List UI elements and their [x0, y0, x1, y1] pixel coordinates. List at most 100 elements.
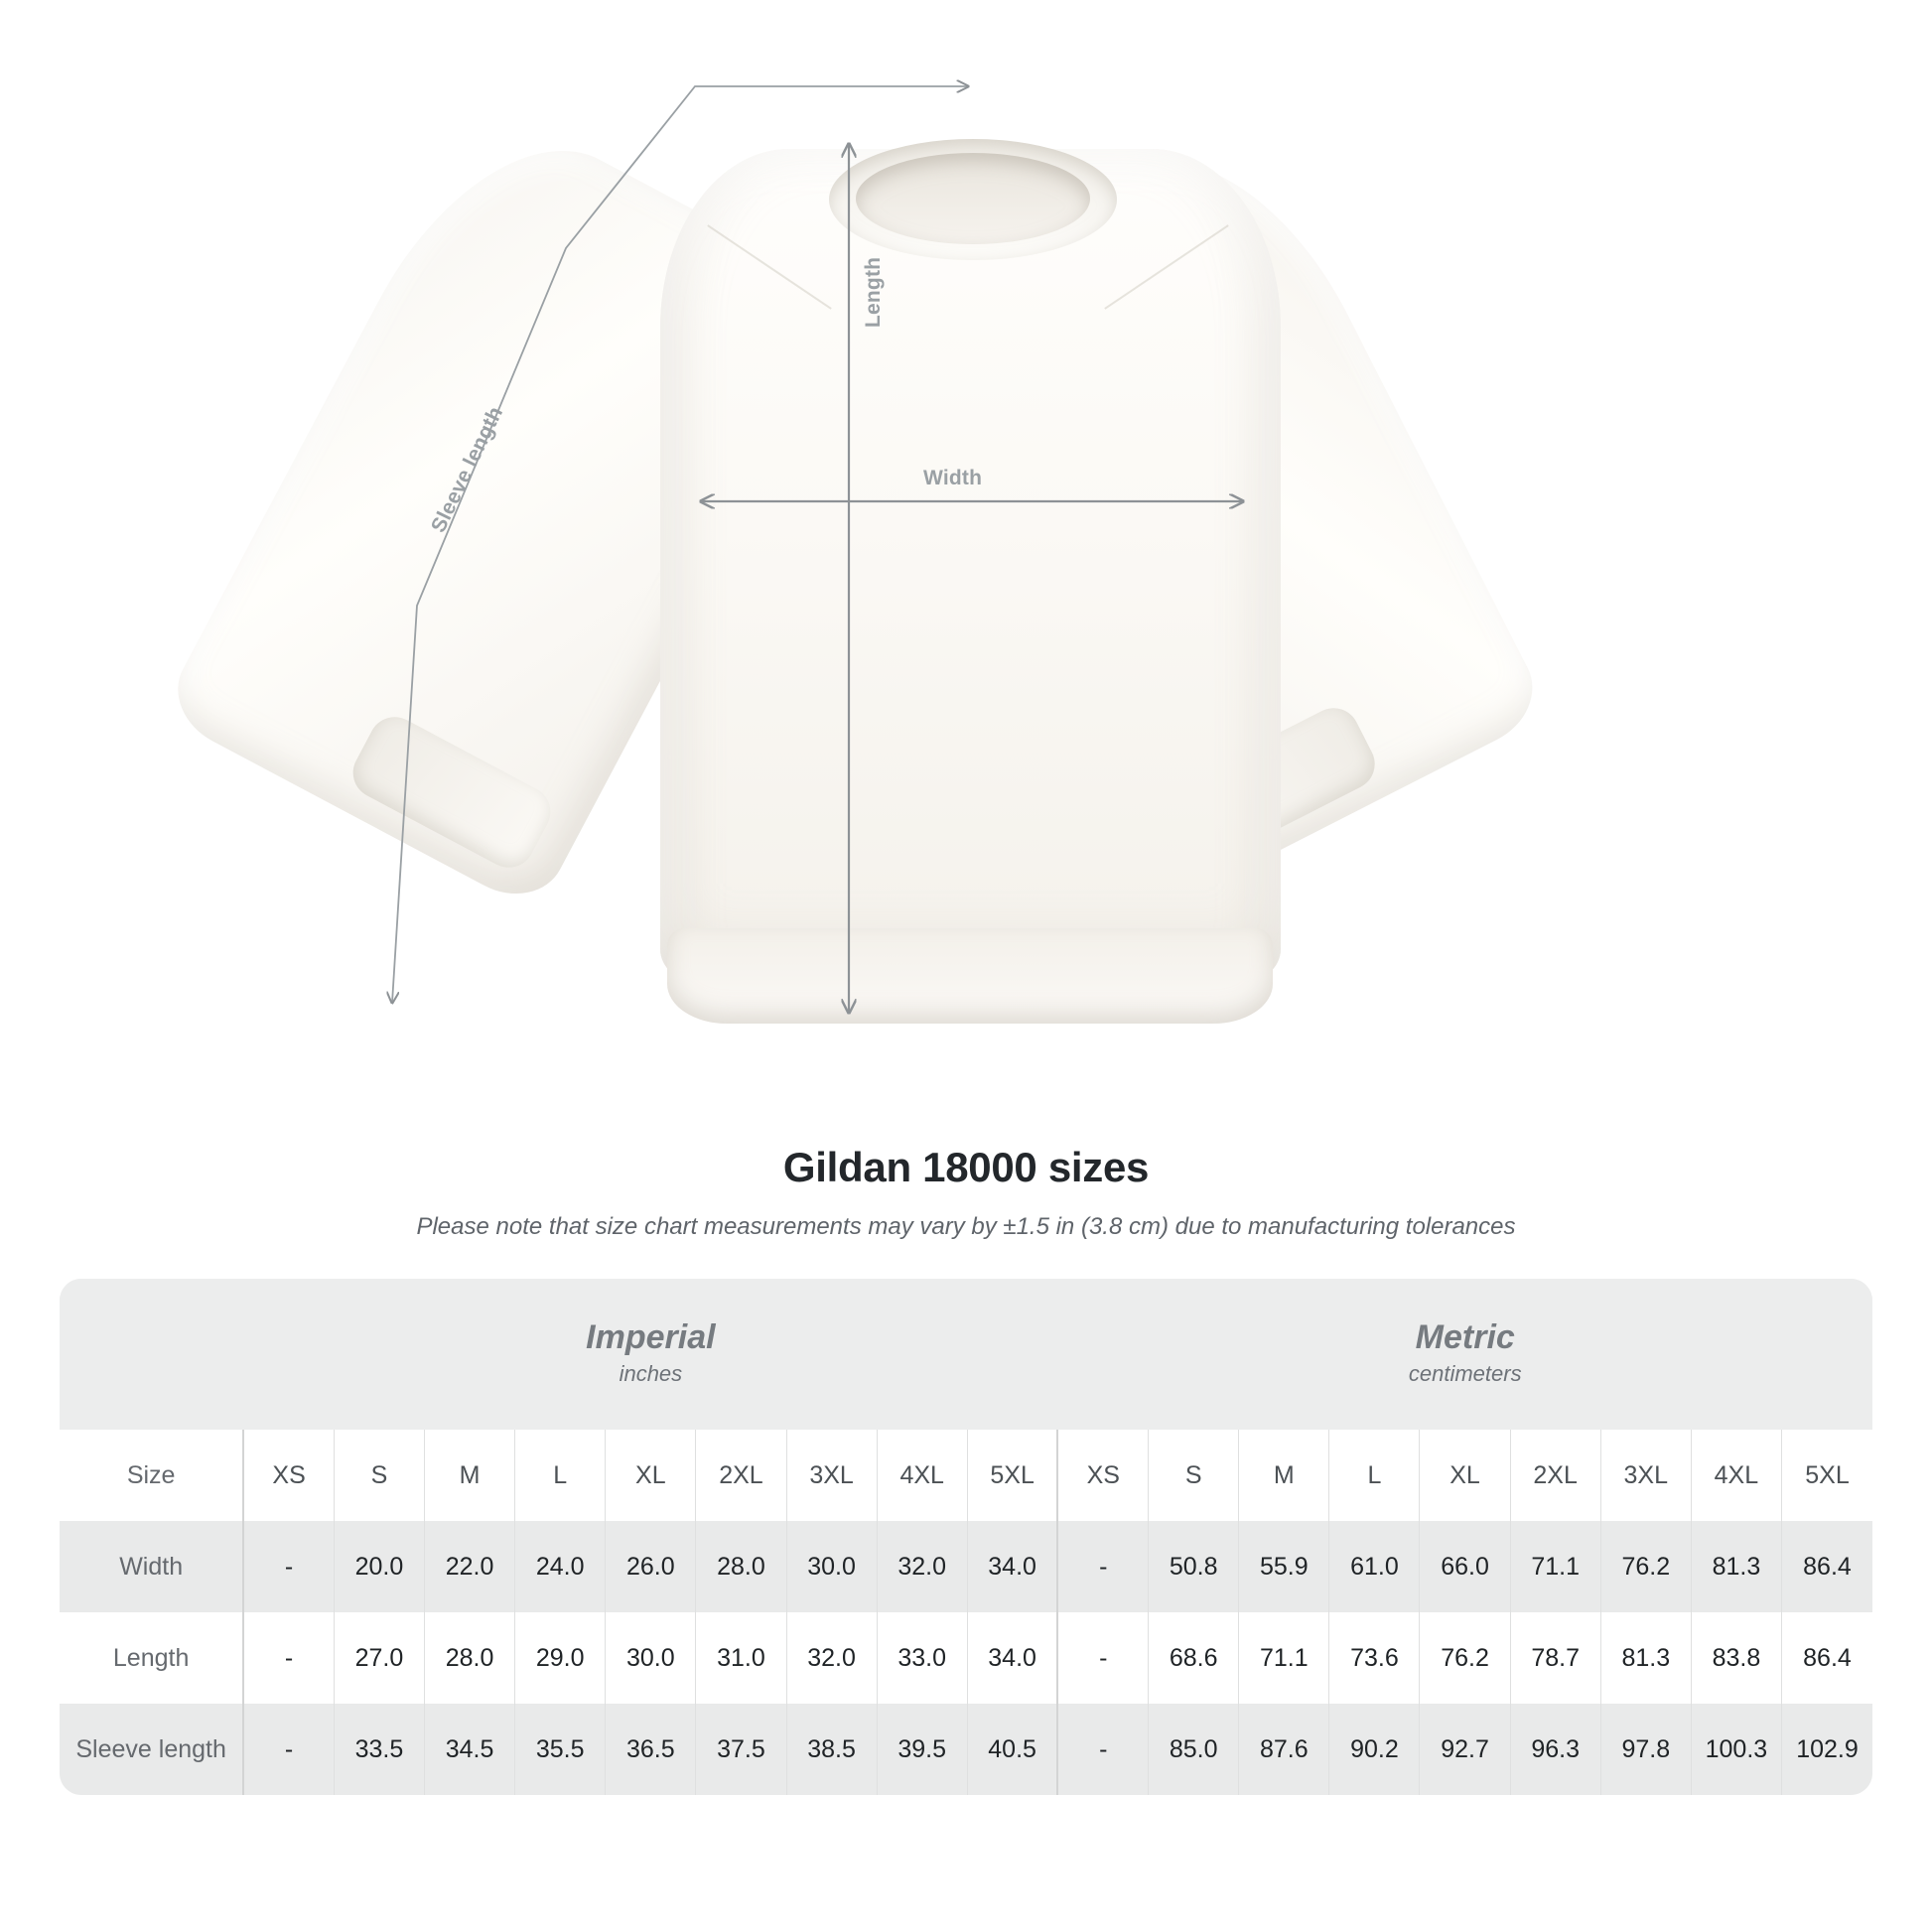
cell-width-imperial-l: 24.0 [514, 1521, 606, 1612]
cell-length-metric-4xl: 83.8 [1690, 1612, 1782, 1704]
size-header-metric-s: S [1148, 1430, 1239, 1521]
cell-width-metric-xs: - [1056, 1521, 1149, 1612]
size-chart-container: Imperial inches Metric centimeters Size XS S M… [60, 1279, 1872, 1795]
size-row-label: Size [60, 1430, 244, 1521]
cell-width-metric-xl: 66.0 [1419, 1521, 1511, 1612]
size-header-row: Size XS S M L XL 2XL 3XL 4XL 5XL XS S M L XL 2XL 3XL 4XL 5… [60, 1430, 1872, 1521]
cell-sleeve-length-imperial-2xl: 37.5 [695, 1704, 787, 1795]
cell-sleeve-length-imperial-xs: - [242, 1704, 335, 1795]
size-header-metric-4xl: 4XL [1690, 1430, 1782, 1521]
cell-sleeve-length-imperial-m: 34.5 [424, 1704, 515, 1795]
table-row: Length -27.0 28.0 29.0 30.0 31.0 32.0 33.0 34.0-… [60, 1612, 1872, 1704]
measurement-rows: Width -20.0 22.0 24.0 26.0 28.0 30.0 32.0 34.0-5… [60, 1521, 1872, 1795]
cell-width-imperial-3xl: 30.0 [785, 1521, 878, 1612]
size-header-imperial-3xl: 3XL [785, 1430, 878, 1521]
size-header-imperial-l: L [514, 1430, 606, 1521]
product-photo-panel: Length Width Sleeve length [159, 79, 1551, 1024]
cell-sleeve-length-metric-s: 85.0 [1148, 1704, 1239, 1795]
cell-length-imperial-4xl: 33.0 [876, 1612, 968, 1704]
size-header-metric-m: M [1238, 1430, 1329, 1521]
length-label: Length [862, 256, 885, 328]
size-chart-table: Imperial inches Metric centimeters Size XS S M… [60, 1279, 1872, 1795]
cell-length-metric-2xl: 78.7 [1509, 1612, 1601, 1704]
sweatshirt-body [660, 149, 1281, 983]
cell-length-metric-xs: - [1056, 1612, 1149, 1704]
cell-width-imperial-s: 20.0 [333, 1521, 425, 1612]
cell-length-imperial-xs: - [242, 1612, 335, 1704]
cell-sleeve-length-imperial-5xl: 40.5 [966, 1704, 1058, 1795]
chart-heading: Gildan 18000 sizes Please note that size… [0, 1122, 1932, 1241]
size-header-metric-2xl: 2XL [1509, 1430, 1601, 1521]
cell-sleeve-length-imperial-4xl: 39.5 [876, 1704, 968, 1795]
unit-header-imperial: Imperial inches [243, 1279, 1058, 1430]
cell-width-imperial-4xl: 32.0 [876, 1521, 968, 1612]
cell-width-imperial-xl: 26.0 [605, 1521, 696, 1612]
cell-length-imperial-xl: 30.0 [605, 1612, 696, 1704]
sweatshirt-neck-opening [856, 153, 1090, 244]
size-header-imperial-xs: XS [242, 1430, 335, 1521]
cell-length-imperial-s: 27.0 [333, 1612, 425, 1704]
cell-width-imperial-m: 22.0 [424, 1521, 515, 1612]
cell-length-metric-l: 73.6 [1328, 1612, 1420, 1704]
cell-sleeve-length-metric-3xl: 97.8 [1599, 1704, 1692, 1795]
size-header-imperial-m: M [424, 1430, 515, 1521]
cell-length-imperial-5xl: 34.0 [966, 1612, 1058, 1704]
cell-width-imperial-xs: - [242, 1521, 335, 1612]
sweatshirt-hem-band [667, 928, 1273, 1024]
cell-width-imperial-5xl: 34.0 [966, 1521, 1058, 1612]
row-label-length: Length [60, 1612, 244, 1704]
unit-name: Imperial [586, 1317, 716, 1356]
cell-length-metric-5xl: 86.4 [1780, 1612, 1872, 1704]
unit-header-metric: Metric centimeters [1057, 1279, 1872, 1430]
unit-name: Metric [1415, 1317, 1515, 1356]
cell-length-imperial-2xl: 31.0 [695, 1612, 787, 1704]
cell-length-imperial-3xl: 32.0 [785, 1612, 878, 1704]
size-header-imperial-xl: XL [605, 1430, 696, 1521]
tolerance-note: Please note that size chart measurements… [416, 1213, 1516, 1240]
cell-length-metric-m: 71.1 [1238, 1612, 1329, 1704]
size-header-metric-xl: XL [1419, 1430, 1511, 1521]
cell-width-metric-4xl: 81.3 [1690, 1521, 1782, 1612]
cell-width-metric-m: 55.9 [1238, 1521, 1329, 1612]
cell-sleeve-length-imperial-l: 35.5 [514, 1704, 606, 1795]
cell-length-imperial-m: 28.0 [424, 1612, 515, 1704]
unit-subtitle: inches [619, 1361, 683, 1387]
width-label: Width [923, 467, 983, 489]
size-header-imperial-4xl: 4XL [876, 1430, 968, 1521]
row-label-sleeve-length: Sleeve length [60, 1704, 244, 1795]
size-header-metric-3xl: 3XL [1599, 1430, 1692, 1521]
cell-sleeve-length-imperial-xl: 36.5 [605, 1704, 696, 1795]
unit-row-spacer [60, 1279, 244, 1430]
cell-sleeve-length-metric-2xl: 96.3 [1509, 1704, 1601, 1795]
cell-width-imperial-2xl: 28.0 [695, 1521, 787, 1612]
size-header-metric-l: L [1328, 1430, 1420, 1521]
size-header-metric-xs: XS [1056, 1430, 1149, 1521]
size-header-imperial-2xl: 2XL [695, 1430, 787, 1521]
cell-sleeve-length-metric-5xl: 102.9 [1780, 1704, 1872, 1795]
table-row: Sleeve length -33.5 34.5 35.5 36.5 37.5 38.5 39… [60, 1704, 1872, 1795]
cell-length-metric-xl: 76.2 [1419, 1612, 1511, 1704]
table-row: Width -20.0 22.0 24.0 26.0 28.0 30.0 32.0 34.0-5… [60, 1521, 1872, 1612]
cell-length-metric-3xl: 81.3 [1599, 1612, 1692, 1704]
cell-width-metric-3xl: 76.2 [1599, 1521, 1692, 1612]
cell-sleeve-length-metric-l: 90.2 [1328, 1704, 1420, 1795]
size-header-metric-5xl: 5XL [1780, 1430, 1872, 1521]
cell-width-metric-l: 61.0 [1328, 1521, 1420, 1612]
unit-banner-row: Imperial inches Metric centimeters [60, 1279, 1872, 1430]
cell-width-metric-s: 50.8 [1148, 1521, 1239, 1612]
cell-sleeve-length-imperial-s: 33.5 [333, 1704, 425, 1795]
unit-subtitle: centimeters [1408, 1361, 1522, 1387]
cell-length-imperial-l: 29.0 [514, 1612, 606, 1704]
cell-sleeve-length-imperial-3xl: 38.5 [785, 1704, 878, 1795]
cell-width-metric-5xl: 86.4 [1780, 1521, 1872, 1612]
cell-sleeve-length-metric-4xl: 100.3 [1690, 1704, 1782, 1795]
cell-sleeve-length-metric-xs: - [1056, 1704, 1149, 1795]
row-label-width: Width [60, 1521, 244, 1612]
size-header-imperial-5xl: 5XL [966, 1430, 1058, 1521]
cell-sleeve-length-metric-xl: 92.7 [1419, 1704, 1511, 1795]
cell-sleeve-length-metric-m: 87.6 [1238, 1704, 1329, 1795]
cell-length-metric-s: 68.6 [1148, 1612, 1239, 1704]
size-header-imperial-s: S [333, 1430, 425, 1521]
cell-width-metric-2xl: 71.1 [1509, 1521, 1601, 1612]
page-title: Gildan 18000 sizes [782, 1144, 1150, 1190]
